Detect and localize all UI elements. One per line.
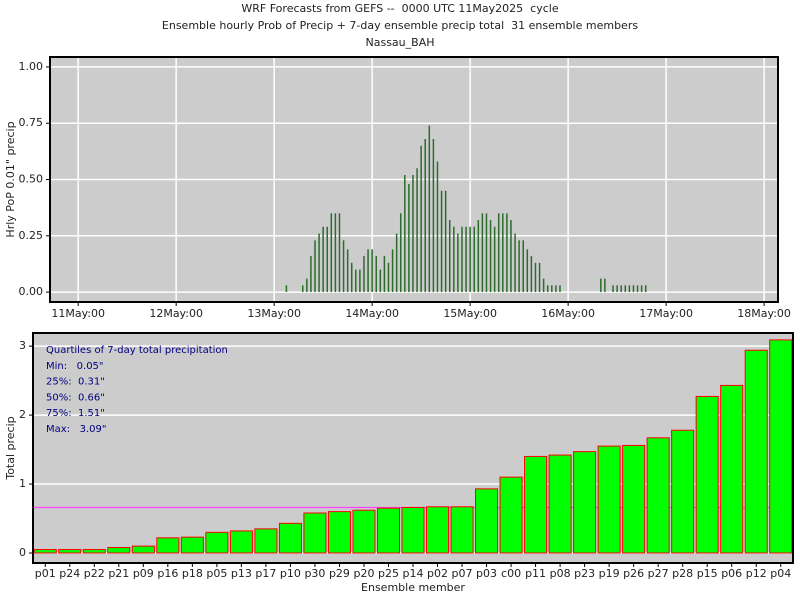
x-tick-label: p09 (133, 567, 154, 580)
x-tick-label: p22 (84, 567, 105, 580)
location: Nassau_BAH (366, 36, 435, 49)
x-tick-label: 18May:00 (737, 307, 791, 320)
annotation: 75%: 1.51" (46, 408, 105, 419)
chart-subtitle: Ensemble hourly Prob of Precip + 7-day e… (162, 19, 638, 32)
bar (499, 476, 523, 554)
bar (548, 454, 572, 554)
y-tick-label: 0 (19, 546, 26, 559)
x-tick-label: p11 (525, 567, 546, 580)
bar (352, 509, 376, 554)
x-tick-label: p06 (721, 567, 742, 580)
bar (744, 349, 768, 554)
y-tick-label: 0.50 (19, 173, 44, 186)
x-tick-label: p10 (280, 567, 301, 580)
annotation: Min: 0.05" (46, 361, 104, 372)
x-axis-label: Ensemble member (361, 581, 465, 594)
bar (254, 528, 278, 554)
y-tick-label: 0.25 (19, 229, 44, 242)
x-tick-label: 16May:00 (541, 307, 595, 320)
y-tick-label: 2 (19, 408, 26, 421)
bar (33, 549, 57, 554)
bar (475, 488, 499, 554)
x-tick-label: p07 (452, 567, 473, 580)
x-tick-label: p24 (59, 567, 80, 580)
bar (401, 506, 425, 554)
bar (58, 549, 82, 554)
x-tick-label: p16 (157, 567, 178, 580)
x-tick-label: p18 (182, 567, 203, 580)
x-tick-label: p13 (231, 567, 252, 580)
plot-frame (49, 56, 779, 303)
bar (425, 506, 450, 554)
bar (671, 429, 695, 554)
bar (82, 549, 106, 554)
y-tick-label: 0.00 (19, 285, 44, 298)
x-tick-label: p25 (378, 567, 399, 580)
x-tick-label: 11May:00 (51, 307, 105, 320)
bar (720, 384, 744, 554)
bar (107, 546, 131, 554)
x-tick-label: p23 (574, 567, 595, 580)
x-tick-label: c00 (501, 567, 521, 580)
bar (205, 531, 229, 554)
y-axis-label: Hrly PoP 0.01" precip (4, 121, 17, 237)
bar (327, 511, 351, 554)
y-axis-label: Total precip (4, 416, 17, 480)
bar (622, 444, 646, 554)
chart-title: WRF Forecasts from GEFS -- 0000 UTC 11Ma… (241, 2, 558, 15)
bar (646, 437, 670, 554)
x-tick-label: p01 (35, 567, 56, 580)
x-tick-label: p19 (599, 567, 620, 580)
y-tick-label: 1.00 (19, 60, 44, 73)
x-tick-label: p04 (770, 567, 791, 580)
annotation: 50%: 0.66" (46, 392, 105, 403)
x-tick-label: p27 (648, 567, 669, 580)
bar (524, 455, 548, 554)
x-tick-label: 15May:00 (443, 307, 497, 320)
y-tick-label: 0.75 (19, 116, 44, 129)
x-tick-label: p15 (697, 567, 718, 580)
x-tick-label: p20 (353, 567, 374, 580)
bar (769, 339, 793, 554)
x-tick-label: p26 (623, 567, 644, 580)
x-tick-label: 12May:00 (149, 307, 203, 320)
y-tick-label: 1 (19, 477, 26, 490)
bar (303, 512, 327, 554)
bar (573, 451, 597, 554)
x-tick-label: p29 (329, 567, 350, 580)
x-tick-label: p30 (304, 567, 325, 580)
x-tick-label: p12 (746, 567, 767, 580)
x-tick-label: 14May:00 (345, 307, 399, 320)
x-tick-label: p03 (476, 567, 497, 580)
bar (597, 445, 621, 554)
bar (278, 522, 302, 554)
x-tick-label: p17 (255, 567, 276, 580)
y-tick-label: 3 (19, 339, 26, 352)
x-tick-label: p21 (108, 567, 129, 580)
bar (376, 507, 401, 554)
annotation: 25%: 0.31" (46, 377, 105, 388)
x-tick-label: p14 (403, 567, 424, 580)
bar (229, 530, 253, 554)
bar (156, 537, 180, 554)
plot-frame (32, 332, 794, 564)
bar (450, 506, 474, 554)
annotation: Quartiles of 7-day total precipitation (46, 345, 228, 356)
x-tick-label: p05 (206, 567, 227, 580)
x-tick-label: 13May:00 (247, 307, 301, 320)
bar (695, 395, 719, 554)
x-tick-label: p28 (672, 567, 693, 580)
bar (180, 536, 204, 554)
x-tick-label: 17May:00 (639, 307, 693, 320)
bar (131, 545, 155, 554)
x-tick-label: p02 (427, 567, 448, 580)
x-tick-label: p08 (550, 567, 571, 580)
annotation: Max: 3.09" (46, 424, 106, 435)
